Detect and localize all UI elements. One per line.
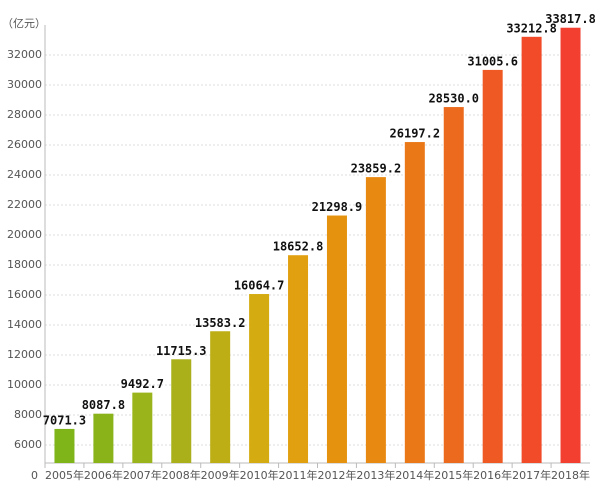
value-label: 31005.6 bbox=[467, 54, 518, 68]
bar bbox=[171, 359, 192, 463]
bar bbox=[482, 69, 503, 463]
y-tick-label: 14000 bbox=[7, 318, 42, 331]
value-label: 9492.7 bbox=[121, 377, 164, 391]
y-tick-label: 20000 bbox=[7, 228, 42, 241]
y-tick-label: 12000 bbox=[7, 348, 42, 361]
value-label: 23859.2 bbox=[351, 162, 402, 176]
y-tick-label: 18000 bbox=[7, 258, 42, 271]
bar bbox=[54, 428, 75, 463]
bar bbox=[132, 392, 153, 463]
bar bbox=[404, 142, 425, 464]
bar bbox=[93, 413, 114, 463]
value-label: 28530.0 bbox=[428, 92, 479, 106]
value-label: 18652.8 bbox=[273, 240, 324, 254]
x-tick-label: 2018年 bbox=[551, 468, 590, 482]
x-tick-label: 2012年 bbox=[317, 468, 356, 482]
y-tick-label: 30000 bbox=[7, 78, 42, 91]
x-tick-label: 2015年 bbox=[434, 468, 473, 482]
y-tick-label: 8000 bbox=[14, 408, 42, 421]
y-tick-label: 28000 bbox=[7, 108, 42, 121]
bar bbox=[521, 36, 542, 464]
x-tick-label: 2006年 bbox=[84, 468, 123, 482]
x-tick-label: 2005年 bbox=[45, 468, 84, 482]
axis-origin-label: 0 bbox=[31, 469, 38, 482]
x-tick-label: 2010年 bbox=[240, 468, 279, 482]
bar bbox=[365, 177, 386, 463]
x-tick-label: 2014年 bbox=[395, 468, 434, 482]
value-label: 33212.8 bbox=[506, 21, 557, 35]
bar bbox=[288, 255, 309, 463]
y-tick-label: 6000 bbox=[14, 438, 42, 451]
value-label: 21298.9 bbox=[312, 200, 363, 214]
x-tick-label: 2016年 bbox=[473, 468, 512, 482]
bar bbox=[560, 27, 581, 463]
y-tick-label: 26000 bbox=[7, 138, 42, 151]
bar bbox=[326, 215, 347, 463]
y-tick-label: 32000 bbox=[7, 48, 42, 61]
x-tick-label: 2007年 bbox=[123, 468, 162, 482]
y-tick-label: 10000 bbox=[7, 378, 42, 391]
value-label: 7071.3 bbox=[43, 413, 86, 427]
bar bbox=[249, 294, 270, 463]
bar bbox=[210, 331, 231, 463]
value-label: 8087.8 bbox=[82, 398, 125, 412]
y-tick-label: 16000 bbox=[7, 288, 42, 301]
value-label: 16064.7 bbox=[234, 279, 285, 293]
x-tick-label: 2008年 bbox=[162, 468, 201, 482]
x-tick-label: 2013年 bbox=[356, 468, 395, 482]
y-axis-label: （亿元） bbox=[2, 17, 46, 30]
bar bbox=[443, 107, 464, 464]
x-tick-label: 2011年 bbox=[279, 468, 318, 482]
value-label: 11715.3 bbox=[156, 344, 207, 358]
value-label: 13583.2 bbox=[195, 316, 246, 330]
value-label: 26197.2 bbox=[390, 127, 441, 141]
y-tick-label: 24000 bbox=[7, 168, 42, 181]
y-tick-label: 22000 bbox=[7, 198, 42, 211]
x-tick-label: 2009年 bbox=[201, 468, 240, 482]
value-label: 33817.8 bbox=[545, 12, 595, 26]
x-tick-label: 2017年 bbox=[512, 468, 551, 482]
